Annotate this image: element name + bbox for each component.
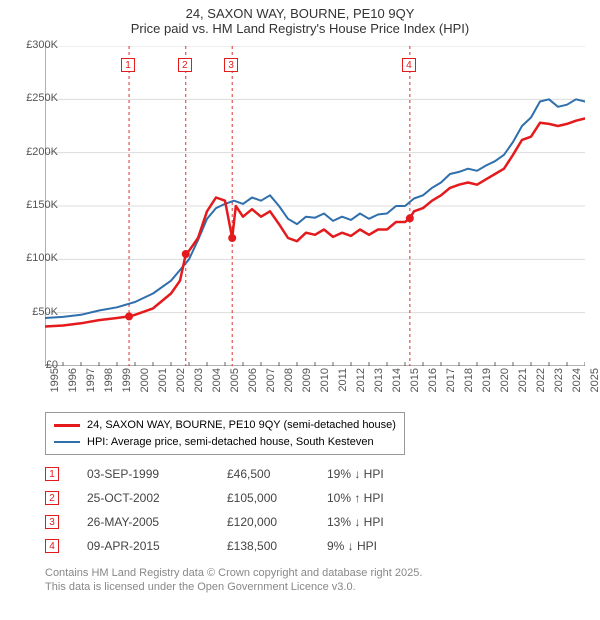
x-tick-label: 1995 [49, 368, 61, 408]
sale-row: 1 03-SEP-1999£46,50019% ↓ HPI [45, 462, 437, 486]
legend: 24, SAXON WAY, BOURNE, PE10 9QY (semi-de… [45, 412, 405, 455]
sale-marker-2: 2 [178, 58, 192, 72]
sale-marker-box: 3 [45, 515, 59, 529]
legend-item: 24, SAXON WAY, BOURNE, PE10 9QY (semi-de… [54, 417, 396, 434]
sale-marker-3: 3 [224, 58, 238, 72]
x-tick-label: 2012 [355, 368, 367, 408]
x-tick-label: 2003 [193, 368, 205, 408]
sale-marker-box: 2 [45, 491, 59, 505]
legend-label: 24, SAXON WAY, BOURNE, PE10 9QY (semi-de… [87, 417, 396, 434]
sale-marker-box: 1 [45, 467, 59, 481]
sale-date: 26-MAY-2005 [87, 515, 227, 529]
title-subtitle: Price paid vs. HM Land Registry's House … [0, 21, 600, 36]
title-address: 24, SAXON WAY, BOURNE, PE10 9QY [0, 6, 600, 21]
attribution: Contains HM Land Registry data © Crown c… [45, 566, 422, 595]
x-tick-label: 2009 [301, 368, 313, 408]
x-tick-label: 2013 [373, 368, 385, 408]
x-tick-label: 2005 [229, 368, 241, 408]
x-tick-label: 2018 [463, 368, 475, 408]
x-tick-label: 2007 [265, 368, 277, 408]
sale-marker-1: 1 [121, 58, 135, 72]
sale-row: 3 26-MAY-2005£120,00013% ↓ HPI [45, 510, 437, 534]
legend-item: HPI: Average price, semi-detached house,… [54, 434, 396, 451]
y-tick-label: £250K [8, 92, 58, 104]
x-tick-label: 2006 [247, 368, 259, 408]
legend-swatch [54, 441, 80, 443]
legend-label: HPI: Average price, semi-detached house,… [87, 434, 374, 451]
x-tick-label: 2025 [589, 368, 600, 408]
chart-plot-area [45, 46, 585, 366]
x-tick-label: 1997 [85, 368, 97, 408]
sale-marker-box: 4 [45, 539, 59, 553]
x-tick-label: 2020 [499, 368, 511, 408]
sale-marker-4: 4 [402, 58, 416, 72]
y-tick-label: £200K [8, 146, 58, 158]
x-tick-label: 2004 [211, 368, 223, 408]
sale-diff: 10% ↑ HPI [327, 491, 437, 505]
x-tick-label: 2019 [481, 368, 493, 408]
sales-table: 1 03-SEP-1999£46,50019% ↓ HPI 2 25-OCT-2002… [45, 462, 437, 558]
x-tick-label: 2001 [157, 368, 169, 408]
x-tick-label: 2023 [553, 368, 565, 408]
x-tick-label: 2017 [445, 368, 457, 408]
sale-diff: 13% ↓ HPI [327, 515, 437, 529]
x-tick-label: 2024 [571, 368, 583, 408]
sale-price: £46,500 [227, 467, 327, 481]
y-tick-label: £300K [8, 39, 58, 51]
x-tick-label: 2011 [337, 368, 349, 408]
sale-date: 09-APR-2015 [87, 539, 227, 553]
y-tick-label: £50K [8, 306, 58, 318]
sale-row: 4 09-APR-2015£138,5009% ↓ HPI [45, 534, 437, 558]
x-tick-label: 2008 [283, 368, 295, 408]
y-tick-label: £150K [8, 199, 58, 211]
x-tick-label: 2014 [391, 368, 403, 408]
sale-date: 03-SEP-1999 [87, 467, 227, 481]
y-tick-label: £100K [8, 252, 58, 264]
attribution-line1: Contains HM Land Registry data © Crown c… [45, 566, 422, 580]
sale-price: £120,000 [227, 515, 327, 529]
chart-container: 24, SAXON WAY, BOURNE, PE10 9QY Price pa… [0, 0, 600, 620]
x-tick-label: 2021 [517, 368, 529, 408]
sale-diff: 9% ↓ HPI [327, 539, 437, 553]
legend-swatch [54, 424, 80, 427]
attribution-line2: This data is licensed under the Open Gov… [45, 580, 422, 594]
sale-date: 25-OCT-2002 [87, 491, 227, 505]
x-tick-label: 2000 [139, 368, 151, 408]
x-tick-label: 2015 [409, 368, 421, 408]
chart-svg [45, 46, 585, 366]
x-tick-label: 2022 [535, 368, 547, 408]
sale-diff: 19% ↓ HPI [327, 467, 437, 481]
x-tick-label: 1999 [121, 368, 133, 408]
x-tick-label: 2010 [319, 368, 331, 408]
title-block: 24, SAXON WAY, BOURNE, PE10 9QY Price pa… [0, 0, 600, 36]
x-tick-label: 1998 [103, 368, 115, 408]
sale-row: 2 25-OCT-2002£105,00010% ↑ HPI [45, 486, 437, 510]
x-tick-label: 2002 [175, 368, 187, 408]
x-tick-label: 1996 [67, 368, 79, 408]
sale-price: £138,500 [227, 539, 327, 553]
sale-price: £105,000 [227, 491, 327, 505]
x-tick-label: 2016 [427, 368, 439, 408]
